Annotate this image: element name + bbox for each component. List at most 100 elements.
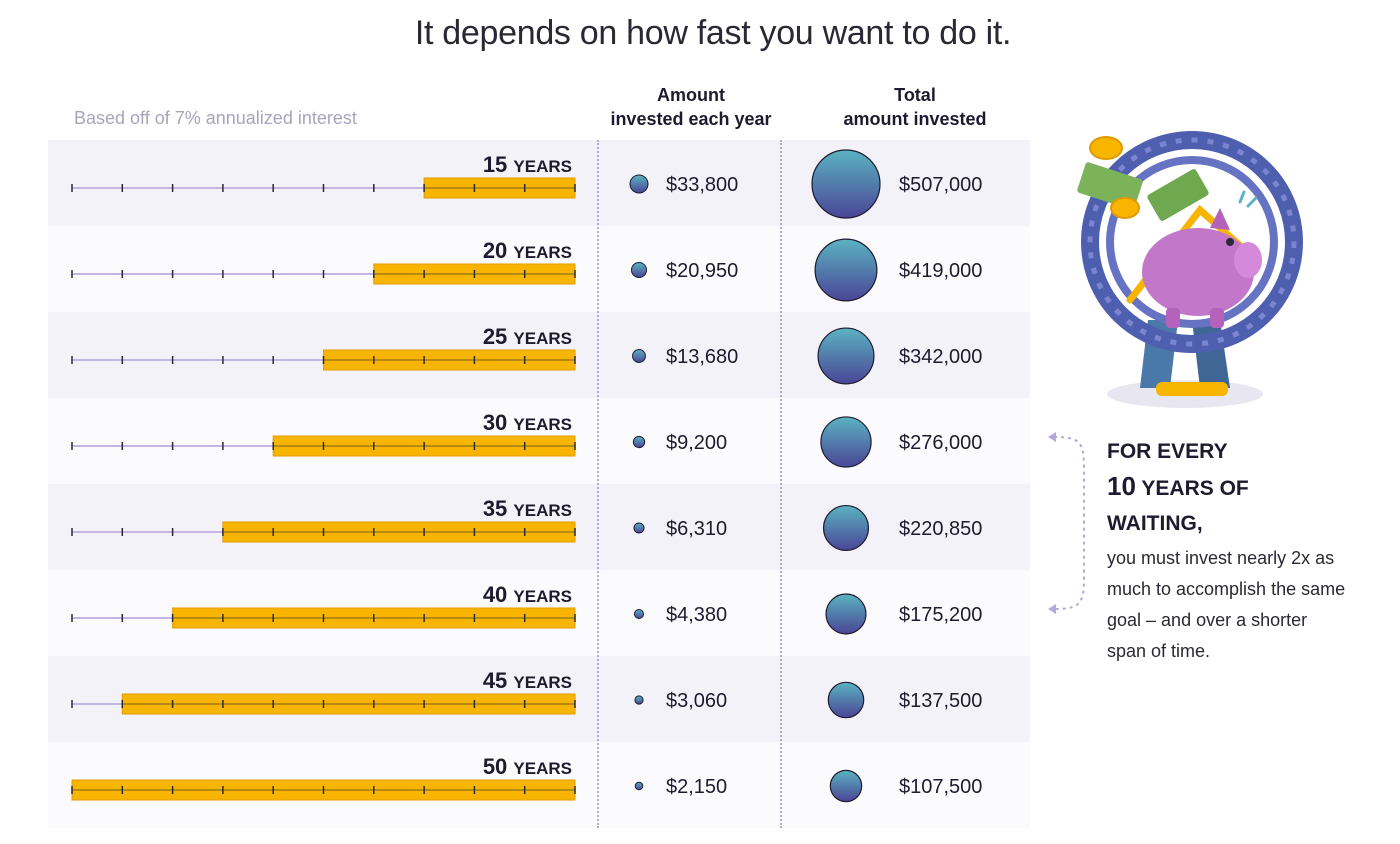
- table-row: 45 YEARS $3,060 $137,500: [48, 656, 1030, 742]
- coin-middle: [1110, 197, 1140, 219]
- callout-heading-line1: FOR EVERY: [1107, 440, 1228, 463]
- cash-bill-right: [1147, 169, 1209, 221]
- annual-amount: $6,310: [666, 518, 728, 540]
- years-label: 35 YEARS: [483, 496, 572, 522]
- annual-bubble: [634, 781, 644, 791]
- piggy-snout: [1234, 242, 1262, 278]
- wheel-inner-ring: [1106, 156, 1278, 328]
- years-number: 45: [482, 668, 508, 693]
- row-graphics: [71, 504, 870, 552]
- years-label: 45 YEARS: [483, 668, 572, 694]
- total-bubble: [822, 504, 870, 552]
- total-header-line1: Total: [894, 85, 936, 105]
- column-divider-2: [780, 140, 782, 828]
- total-amount: $137,500: [899, 690, 983, 712]
- wheel-rungs: [1087, 137, 1297, 347]
- years-number: 50: [482, 754, 508, 779]
- annual-bubble: [633, 608, 645, 620]
- total-bubble: [817, 327, 875, 385]
- years-unit: YEARS: [513, 501, 572, 520]
- total-bubble: [829, 769, 863, 803]
- years-unit: YEARS: [513, 329, 572, 348]
- total-amount: $107,500: [899, 776, 983, 798]
- total-amount: $507,000: [899, 174, 983, 196]
- annual-bubble: [630, 261, 648, 279]
- years-unit: YEARS: [513, 243, 572, 262]
- callout-heading-line3: WAITING,: [1107, 512, 1203, 535]
- annual-amount: $3,060: [666, 690, 728, 712]
- years-number: 25: [482, 324, 508, 349]
- row-graphics: [71, 149, 881, 219]
- years-label: 25 YEARS: [483, 324, 572, 350]
- annual-column-header: Amount invested each year: [601, 83, 781, 131]
- callout-body: you must invest nearly 2x as much to acc…: [1107, 548, 1346, 661]
- years-label: 30 YEARS: [483, 410, 572, 436]
- annual-amount: $2,150: [666, 776, 728, 798]
- stand-base: [1156, 382, 1228, 396]
- table-row: 50 YEARS $2,150 $107,500: [48, 742, 1030, 828]
- total-bubble: [814, 238, 878, 302]
- annual-amount: $9,200: [666, 432, 728, 454]
- annual-bubble: [634, 695, 644, 705]
- column-divider-1: [597, 140, 599, 828]
- annual-bubble: [629, 174, 649, 194]
- row-graphics: [71, 327, 875, 385]
- annual-amount: $33,800: [666, 174, 739, 196]
- piggy-leg-back: [1166, 308, 1180, 328]
- total-bubble: [820, 416, 872, 468]
- annual-bubble: [632, 435, 646, 449]
- piggy-leg-front: [1210, 308, 1224, 328]
- chart-title: It depends on how fast you want to do it…: [414, 14, 1012, 52]
- piggy-body: [1142, 228, 1254, 316]
- total-amount: $419,000: [899, 260, 983, 282]
- years-number: 35: [482, 496, 508, 521]
- row-graphics: [71, 593, 867, 635]
- years-label: 20 YEARS: [483, 238, 572, 264]
- annual-header-line1: Amount: [657, 85, 725, 105]
- table-row: 25 YEARS $13,680 $342,000: [48, 312, 1030, 398]
- annual-bubble: [632, 349, 646, 363]
- total-amount: $276,000: [899, 432, 983, 454]
- bracket-arrow-icon: [1048, 432, 1085, 614]
- total-column-header: Total amount invested: [820, 83, 1010, 131]
- coin-top: [1089, 136, 1123, 160]
- annual-bubble: [633, 522, 645, 534]
- annual-header-line2: invested each year: [610, 109, 772, 129]
- row-graphics: [71, 238, 878, 302]
- callout-heading-number: 10: [1107, 471, 1136, 501]
- total-bubble: [811, 149, 881, 219]
- years-number: 40: [482, 582, 508, 607]
- table-row: 35 YEARS $6,310 $220,850: [48, 484, 1030, 570]
- total-bubble: [827, 681, 865, 719]
- callout-heading-line2-rest: YEARS OF: [1141, 477, 1249, 500]
- table-row: 20 YEARS $20,950 $419,000: [48, 226, 1030, 312]
- years-label: 40 YEARS: [483, 582, 572, 608]
- total-amount: $342,000: [899, 346, 983, 368]
- table-row: 40 YEARS $4,380 $175,200: [48, 570, 1030, 656]
- years-number: 20: [482, 238, 508, 263]
- annual-amount: $13,680: [666, 346, 739, 368]
- sidebar-callout: FOR EVERY 10 YEARS OF WAITING, you must …: [1107, 434, 1347, 667]
- annual-amount: $4,380: [666, 604, 728, 626]
- callout-heading: FOR EVERY 10 YEARS OF WAITING,: [1107, 434, 1347, 541]
- total-amount: $220,850: [899, 518, 983, 540]
- row-graphics: [71, 769, 863, 803]
- years-unit: YEARS: [513, 415, 572, 434]
- years-number: 15: [482, 152, 508, 177]
- row-graphics: [71, 416, 872, 468]
- sweat-drops: [1238, 190, 1258, 208]
- years-unit: YEARS: [513, 587, 572, 606]
- chart-rows: 15 YEARS $33,800 $507,000 20 YEARS $20,950 $4…: [48, 140, 1030, 828]
- years-label: 50 YEARS: [483, 754, 572, 780]
- years-unit: YEARS: [513, 673, 572, 692]
- total-header-line2: amount invested: [843, 109, 987, 129]
- interest-note: Based off of 7% annualized interest: [74, 108, 357, 128]
- piggy-ear: [1210, 208, 1230, 230]
- total-amount: $175,200: [899, 604, 983, 626]
- years-number: 30: [482, 410, 508, 435]
- years-unit: YEARS: [513, 759, 572, 778]
- years-label: 15 YEARS: [483, 152, 572, 178]
- callout-heading-line2: 10 YEARS OF: [1107, 469, 1347, 506]
- piggy-eye: [1226, 238, 1234, 246]
- years-unit: YEARS: [513, 157, 572, 176]
